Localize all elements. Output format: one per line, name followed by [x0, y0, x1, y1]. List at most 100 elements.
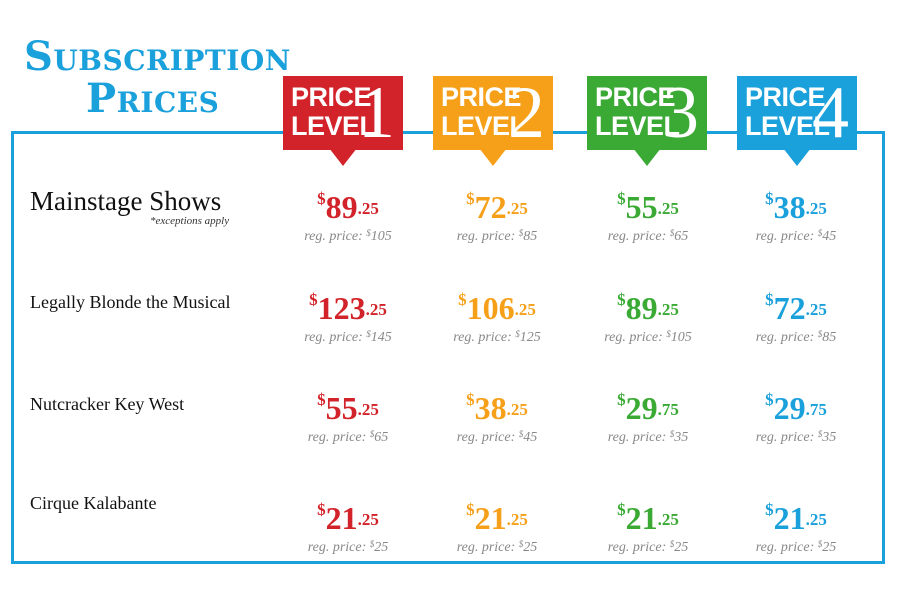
price-level-2-badge: PRICE LEVEL 2 — [433, 72, 553, 166]
regular-currency-symbol: $ — [366, 329, 371, 339]
regular-currency-symbol: $ — [366, 228, 371, 238]
badge-pointer — [329, 148, 357, 166]
regular-price: reg. price: $65 — [573, 228, 723, 245]
price-cell: $89.25 reg. price: $105 — [273, 182, 423, 245]
currency-symbol: $ — [765, 290, 774, 309]
subscription-price: $21.25 — [273, 493, 423, 542]
subscription-price: $21.25 — [721, 493, 871, 542]
badge-word-level: LEVEL — [745, 111, 830, 141]
regular-price-value: 65 — [374, 430, 389, 445]
price-dollars: 72 — [773, 290, 806, 326]
price-cell: $55.25 reg. price: $65 — [273, 383, 423, 446]
regular-price-prefix: reg. price: — [755, 229, 818, 244]
subscription-price: $89.25 — [273, 182, 423, 231]
price-dollars: 21 — [625, 500, 658, 536]
regular-currency-symbol: $ — [817, 429, 823, 439]
price-cents: .25 — [805, 510, 827, 529]
price-dollars: 106 — [466, 290, 515, 326]
row-label-legally-blonde: Legally Blonde the Musical — [30, 292, 231, 312]
currency-symbol: $ — [617, 390, 626, 409]
currency-symbol: $ — [309, 290, 318, 309]
regular-currency-symbol: $ — [369, 539, 375, 549]
badge-word-level: LEVEL — [595, 111, 680, 141]
subscription-price: $55.25 — [573, 182, 723, 231]
regular-price-prefix: reg. price: — [456, 229, 519, 244]
price-cents: .25 — [506, 400, 528, 419]
regular-price-prefix: reg. price: — [456, 540, 519, 555]
regular-currency-symbol: $ — [666, 329, 671, 339]
price-cents: .75 — [657, 400, 679, 419]
regular-price-value: 85 — [523, 229, 538, 244]
regular-price: reg. price: $25 — [273, 539, 423, 556]
subscription-price: $21.25 — [573, 493, 723, 542]
price-cell: $38.25 reg. price: $45 — [422, 383, 572, 446]
regular-price: reg. price: $25 — [422, 539, 572, 556]
currency-symbol: $ — [765, 189, 774, 208]
subscription-price: $123.25 — [273, 283, 423, 332]
regular-price-prefix: reg. price: — [453, 330, 516, 345]
price-cents: .25 — [506, 199, 528, 218]
badge-number: 1 — [358, 72, 395, 154]
regular-price: reg. price: $85 — [721, 329, 871, 346]
price-cell: $21.25 reg. price: $25 — [273, 493, 423, 556]
price-dollars: 89 — [625, 290, 658, 326]
regular-currency-symbol: $ — [515, 329, 520, 339]
regular-price-prefix: reg. price: — [307, 540, 370, 555]
price-dollars: 55 — [325, 390, 358, 426]
price-cell: $123.25 reg. price: $145 — [273, 283, 423, 346]
price-dollars: 55 — [625, 189, 658, 225]
subscription-price: $38.25 — [422, 383, 572, 432]
regular-price: reg. price: $25 — [721, 539, 871, 556]
regular-currency-symbol: $ — [669, 228, 675, 238]
badge-word-level: LEVEL — [291, 111, 376, 141]
price-level-1-badge: PRICE LEVEL 1 — [283, 72, 403, 166]
price-cell: $72.25 reg. price: $85 — [721, 283, 871, 346]
regular-price-prefix: reg. price: — [607, 540, 670, 555]
price-cents: .25 — [657, 300, 679, 319]
regular-price-prefix: reg. price: — [607, 229, 670, 244]
badge-pointer — [479, 148, 507, 166]
price-dollars: 123 — [317, 290, 366, 326]
title-line-1: Subscription — [24, 33, 291, 80]
currency-symbol: $ — [466, 390, 475, 409]
regular-price-prefix: reg. price: — [604, 330, 667, 345]
regular-price-value: 25 — [523, 540, 538, 555]
currency-symbol: $ — [765, 500, 774, 519]
badge-number: 3 — [662, 72, 699, 154]
regular-currency-symbol: $ — [369, 429, 375, 439]
regular-currency-symbol: $ — [669, 429, 675, 439]
badge-number: 2 — [508, 72, 545, 154]
price-dollars: 21 — [773, 500, 806, 536]
price-cents: .25 — [357, 400, 379, 419]
regular-price-prefix: reg. price: — [607, 430, 670, 445]
price-cell: $89.25 reg. price: $105 — [573, 283, 723, 346]
subscription-price: $21.25 — [422, 493, 572, 542]
badge-word-price: PRICE — [745, 82, 826, 112]
price-cents: .25 — [514, 300, 536, 319]
price-dollars: 21 — [325, 500, 358, 536]
regular-price-prefix: reg. price: — [755, 430, 818, 445]
regular-price-prefix: reg. price: — [307, 430, 370, 445]
price-cents: .25 — [506, 510, 528, 529]
regular-price: reg. price: $105 — [273, 228, 423, 245]
regular-price: reg. price: $145 — [273, 329, 423, 346]
regular-price: reg. price: $25 — [573, 539, 723, 556]
regular-price-value: 125 — [519, 330, 541, 345]
price-cell: $106.25 reg. price: $125 — [422, 283, 572, 346]
price-cell: $38.25 reg. price: $45 — [721, 182, 871, 245]
title-line-2: Prices — [86, 75, 220, 122]
regular-price-value: 105 — [670, 330, 692, 345]
currency-symbol: $ — [458, 290, 467, 309]
price-dollars: 29 — [625, 390, 658, 426]
regular-price: reg. price: $125 — [422, 329, 572, 346]
regular-currency-symbol: $ — [817, 329, 823, 339]
regular-price-prefix: reg. price: — [456, 430, 519, 445]
regular-price: reg. price: $65 — [273, 429, 423, 446]
regular-price: reg. price: $45 — [422, 429, 572, 446]
price-dollars: 72 — [474, 189, 507, 225]
badge-word-level: LEVEL — [441, 111, 526, 141]
price-dollars: 38 — [773, 189, 806, 225]
currency-symbol: $ — [317, 390, 326, 409]
price-cell: $29.75 reg. price: $35 — [573, 383, 723, 446]
regular-price-value: 25 — [822, 540, 837, 555]
